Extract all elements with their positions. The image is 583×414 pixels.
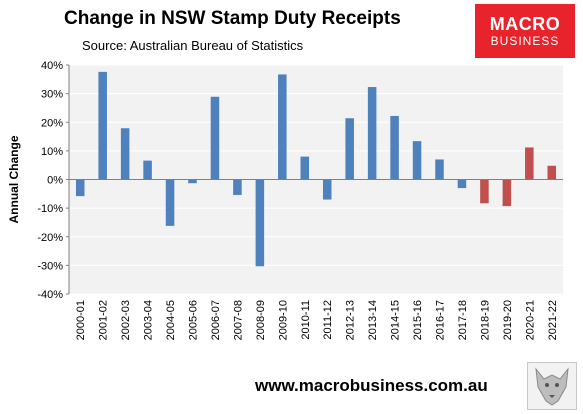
bar-2010-11: [300, 156, 310, 180]
x-tick-label: 2019-20: [502, 300, 514, 340]
x-tick-label: 2008-09: [255, 300, 267, 340]
x-tick-label: 2003-04: [143, 300, 155, 340]
x-tick-label: 2013-14: [367, 300, 379, 340]
y-tick-label: 20%: [41, 117, 63, 129]
y-tick-label: 30%: [41, 89, 63, 101]
x-tick-label: 2016-17: [435, 300, 447, 340]
y-tick-label: -20%: [37, 232, 63, 244]
x-tick-label: 2006-07: [210, 300, 222, 340]
bar-2002-03: [120, 128, 130, 180]
y-tick-label: 10%: [41, 146, 63, 158]
bar-2014-15: [390, 115, 399, 180]
y-axis-label: Annual Change: [7, 135, 21, 223]
y-tick-label: 40%: [41, 60, 63, 72]
bar-2006-07: [210, 96, 220, 180]
bar-2000-01: [75, 179, 85, 197]
x-tick-label: 2005-06: [188, 300, 200, 340]
footer-url: www.macrobusiness.com.au: [255, 376, 488, 395]
chart-title: Change in NSW Stamp Duty Receipts: [64, 8, 401, 29]
macrobusiness-logo: MACRO BUSINESS: [475, 4, 575, 58]
x-tick-label: 2002-03: [120, 300, 132, 340]
x-tick-label: 2001-02: [98, 300, 110, 340]
x-tick-label: 2014-15: [390, 300, 402, 340]
x-tick-label: 2012-13: [345, 300, 357, 340]
bar-2009-10: [278, 74, 287, 180]
bar-2012-13: [345, 118, 354, 180]
chart-source: Source: Australian Bureau of Statistics: [82, 38, 304, 53]
y-tick-labels: 40% 30% 20% 10% 0% -10% -20% -30% -40%: [37, 60, 69, 301]
x-tick-labels: 2000-01 2001-02 2002-03 2003-04 2004-05 2005-…: [75, 300, 559, 340]
x-tick-label: 2020-21: [524, 300, 536, 340]
x-tick-label: 2004-05: [165, 300, 177, 340]
x-tick-label: 2009-10: [277, 300, 289, 340]
bar-2001-02: [98, 71, 107, 180]
y-tick-label: 0%: [47, 175, 63, 187]
bars: [75, 71, 557, 267]
x-tick-label: 2017-18: [457, 300, 469, 340]
logo-line-macro: MACRO: [489, 14, 561, 34]
logo-line-business: BUSINESS: [490, 34, 560, 48]
y-tick-label: -10%: [37, 203, 63, 215]
bar-2008-09: [255, 179, 265, 267]
bar-2019-20: [502, 179, 512, 207]
bar-2005-06: [188, 179, 197, 184]
bar-2018-19: [480, 179, 489, 204]
bar-2007-08: [233, 179, 242, 195]
bar-2013-14: [367, 87, 377, 180]
bar-2003-04: [143, 160, 152, 180]
wolf-icon: [527, 362, 577, 410]
bar-2015-16: [412, 141, 422, 180]
bar-2020-21: [525, 147, 534, 180]
x-tick-label: 2011-12: [322, 300, 334, 340]
bar-2016-17: [435, 159, 444, 180]
bar-2004-05: [165, 179, 175, 226]
x-tick-label: 2010-11: [300, 300, 312, 340]
bar-2021-22: [547, 165, 557, 180]
bar-2011-12: [322, 179, 332, 200]
x-tick-label: 2021-22: [547, 300, 559, 340]
x-tick-label: 2000-01: [75, 300, 87, 340]
x-tick-label: 2015-16: [412, 300, 424, 340]
x-tick-label: 2007-08: [232, 300, 244, 340]
bar-2017-18: [457, 179, 467, 189]
x-tick-label: 2018-19: [479, 300, 491, 340]
y-tick-label: -30%: [37, 260, 63, 272]
y-tick-label: -40%: [37, 289, 63, 301]
